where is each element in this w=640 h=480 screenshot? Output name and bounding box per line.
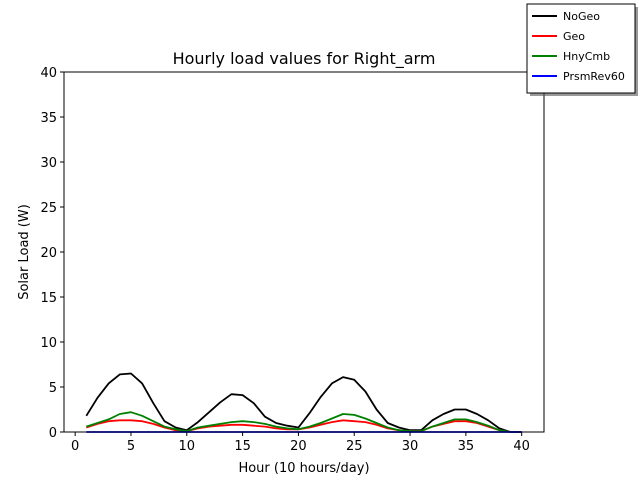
x-axis-label: Hour (10 hours/day) <box>238 461 369 476</box>
y-tick-label: 10 <box>40 336 57 351</box>
x-tick-label: 10 <box>179 439 196 454</box>
legend-label-prsmrev60: PrsmRev60 <box>563 70 625 83</box>
y-tick-label: 20 <box>40 246 57 261</box>
legend-box <box>526 3 636 94</box>
x-tick-label: 25 <box>346 439 363 454</box>
y-tick-label: 15 <box>40 291 57 306</box>
y-tick-label: 0 <box>49 426 57 441</box>
x-tick-label: 15 <box>234 439 251 454</box>
y-axis-ticks: 0 5 10 15 20 25 30 35 40 <box>40 66 64 441</box>
y-axis-label: Solar Load (W) <box>17 204 32 300</box>
legend-label-hnycmb: HnyCmb <box>563 50 610 63</box>
x-tick-label: 20 <box>290 439 307 454</box>
legend-label-geo: Geo <box>563 30 585 43</box>
y-tick-label: 5 <box>49 381 57 396</box>
y-tick-label: 40 <box>40 66 57 81</box>
x-tick-label: 0 <box>71 439 79 454</box>
x-tick-label: 40 <box>513 439 530 454</box>
x-tick-label: 35 <box>458 439 475 454</box>
chart-title: Hourly load values for Right_arm <box>173 49 436 69</box>
x-tick-label: 5 <box>127 439 135 454</box>
legend: NoGeo Geo HnyCmb PrsmRev60 <box>526 3 638 96</box>
series-line-nogeo <box>85 372 522 433</box>
series-line-hnycmb <box>86 411 522 433</box>
y-tick-label: 30 <box>40 156 57 171</box>
y-tick-label: 25 <box>40 201 57 216</box>
plot-area-frame <box>63 71 545 433</box>
legend-label-nogeo: NoGeo <box>563 10 600 23</box>
x-tick-label: 30 <box>402 439 419 454</box>
y-tick-label: 35 <box>40 111 57 126</box>
legend-entries: NoGeo Geo HnyCmb PrsmRev60 <box>532 10 625 83</box>
x-axis-ticks: 0 5 10 15 20 25 30 35 40 <box>71 432 530 454</box>
